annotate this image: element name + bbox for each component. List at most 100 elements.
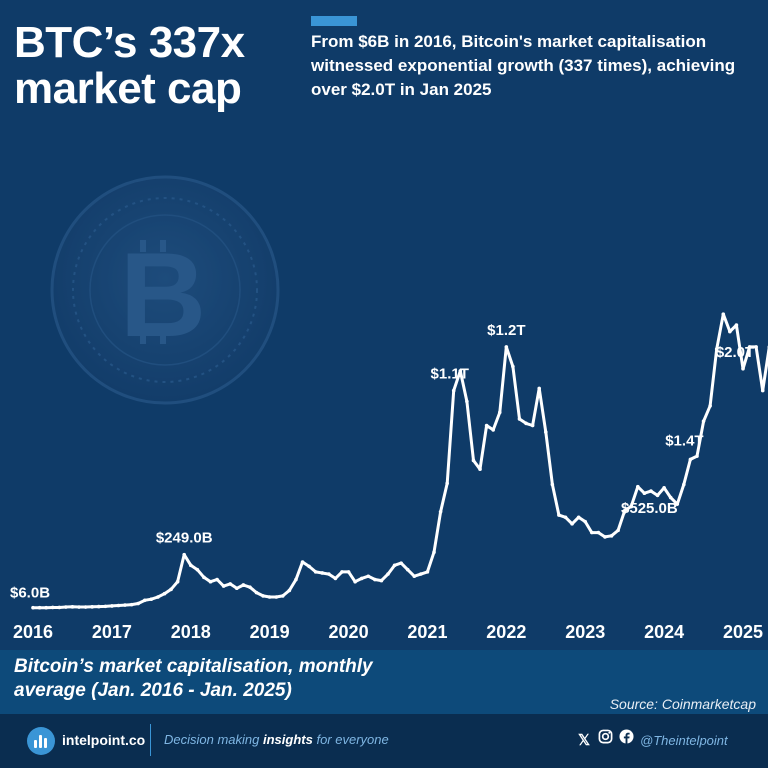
data-point <box>432 550 436 555</box>
bitcoin-market-cap-chart: B 2016 2017 2018 2019 2020 2021 2022 2023 2024 20… <box>10 175 768 642</box>
data-point <box>175 579 180 584</box>
data-point <box>90 605 94 609</box>
data-point <box>129 602 134 607</box>
data-point <box>274 595 279 599</box>
data-point <box>465 399 469 404</box>
data-point <box>583 519 588 524</box>
data-point <box>728 329 732 334</box>
data-point <box>359 576 364 581</box>
data-point <box>484 423 489 428</box>
data-point <box>741 366 745 371</box>
social-handle[interactable]: @Theintelpoint <box>640 733 728 748</box>
brand-link[interactable]: intelpoint.co <box>62 732 146 748</box>
instagram-icon[interactable] <box>598 729 613 748</box>
data-point <box>734 323 739 327</box>
data-point <box>399 561 403 565</box>
data-point <box>543 430 548 434</box>
tagline: Decision making insights for everyone <box>164 732 389 747</box>
data-point <box>511 364 515 369</box>
data-point <box>44 605 48 610</box>
data-point <box>451 388 456 393</box>
data-point <box>221 584 226 588</box>
data-point <box>497 410 502 415</box>
data-point <box>517 417 522 421</box>
data-point <box>182 552 187 557</box>
data-point <box>642 491 647 496</box>
bitcoin-coin-watermark: B <box>50 175 280 405</box>
data-point <box>557 513 561 517</box>
data-point <box>682 482 686 487</box>
data-point <box>248 585 252 589</box>
data-point <box>491 428 495 432</box>
data-point <box>563 515 568 520</box>
data-point <box>313 570 318 574</box>
data-point <box>83 605 88 609</box>
data-point <box>603 535 607 539</box>
data-point <box>609 534 614 538</box>
chart-caption: Bitcoin’s market capitalisation, monthly… <box>14 655 474 703</box>
data-point <box>708 404 712 408</box>
x-tick-label: 2019 <box>250 622 290 642</box>
data-point <box>668 495 673 500</box>
x-tick-label: 2016 <box>13 622 53 642</box>
data-point <box>261 594 265 598</box>
data-point <box>320 571 325 575</box>
data-point <box>747 345 752 349</box>
intelpoint-logo-icon[interactable] <box>27 727 55 755</box>
subtitle: From $6B in 2016, Bitcoin's market capit… <box>311 32 736 99</box>
x-tick-label: 2017 <box>92 622 132 642</box>
caption-band <box>0 650 768 714</box>
data-label: $1.4T <box>665 432 703 449</box>
data-point <box>412 574 417 579</box>
data-point <box>287 588 292 593</box>
data-point <box>234 586 239 591</box>
data-point <box>701 419 706 423</box>
data-point <box>445 481 449 486</box>
data-point <box>57 605 62 610</box>
data-label: $249.0B <box>156 530 213 547</box>
data-label: $1.2T <box>487 322 525 339</box>
data-point <box>714 347 719 351</box>
data-point <box>333 576 338 581</box>
data-point <box>110 604 114 608</box>
data-point <box>386 572 390 576</box>
data-point <box>340 570 344 574</box>
data-point <box>123 603 127 607</box>
data-point <box>392 563 397 568</box>
data-label: $2.0T <box>716 344 754 361</box>
footer-divider <box>150 724 151 756</box>
data-point <box>504 345 509 349</box>
data-point <box>616 528 620 533</box>
data-point <box>458 369 463 373</box>
data-point <box>195 567 200 572</box>
data-point <box>366 574 371 579</box>
data-point <box>142 598 147 603</box>
data-point <box>655 493 660 498</box>
data-point <box>405 567 410 572</box>
data-point <box>537 386 542 391</box>
x-tick-label: 2018 <box>171 622 211 642</box>
data-labels: $6.0B $249.0B $1.1T $1.2T $525.0B $1.4T $2.0T <box>10 322 754 602</box>
source-note: Source: Coinmarketcap <box>609 696 756 712</box>
data-point <box>327 572 331 576</box>
data-point <box>149 597 154 601</box>
facebook-icon[interactable] <box>619 729 634 748</box>
x-logo-icon[interactable]: 𝕏 <box>578 732 591 749</box>
data-point <box>215 577 219 582</box>
data-point <box>570 522 574 526</box>
data-label: $525.0B <box>621 500 678 517</box>
accent-bar <box>311 16 357 26</box>
data-point <box>471 458 476 463</box>
data-point <box>70 605 75 609</box>
data-point <box>162 591 167 596</box>
data-point <box>254 590 259 595</box>
data-point <box>636 484 640 489</box>
data-point <box>675 502 680 506</box>
caption-line-2: average (Jan. 2016 - Jan. 2025) <box>14 680 292 701</box>
x-tick-label: 2022 <box>486 622 526 642</box>
data-point <box>589 530 594 535</box>
data-point <box>530 423 535 428</box>
data-point <box>524 421 528 426</box>
data-point <box>241 583 246 587</box>
